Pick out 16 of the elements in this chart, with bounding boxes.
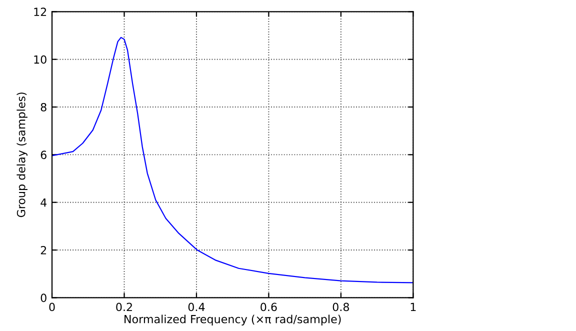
x-tick-label: 0.2 bbox=[116, 302, 132, 312]
y-tick-label: 10 bbox=[34, 55, 46, 64]
x-tick-label: 1 bbox=[410, 302, 416, 312]
y-tick-label: 2 bbox=[40, 246, 46, 254]
y-tick-label: 8 bbox=[40, 103, 46, 112]
y-tick-label: 6 bbox=[40, 150, 46, 160]
y-axis-title: Group delay (samples) bbox=[16, 92, 28, 218]
line-series bbox=[52, 36, 414, 284]
x-tick-label: 0 bbox=[49, 302, 55, 312]
x-tick-label: 0.6 bbox=[260, 302, 277, 312]
x-tick-label: 0.8 bbox=[332, 302, 350, 312]
x-axis-title: Normalized Frequency (×π rad/sample) bbox=[124, 314, 341, 326]
y-tick-label: 12 bbox=[34, 8, 46, 16]
y-tick-label: 4 bbox=[40, 198, 47, 207]
x-tick-label: 0.4 bbox=[188, 302, 205, 312]
y-tick-label: 0 bbox=[40, 294, 46, 302]
